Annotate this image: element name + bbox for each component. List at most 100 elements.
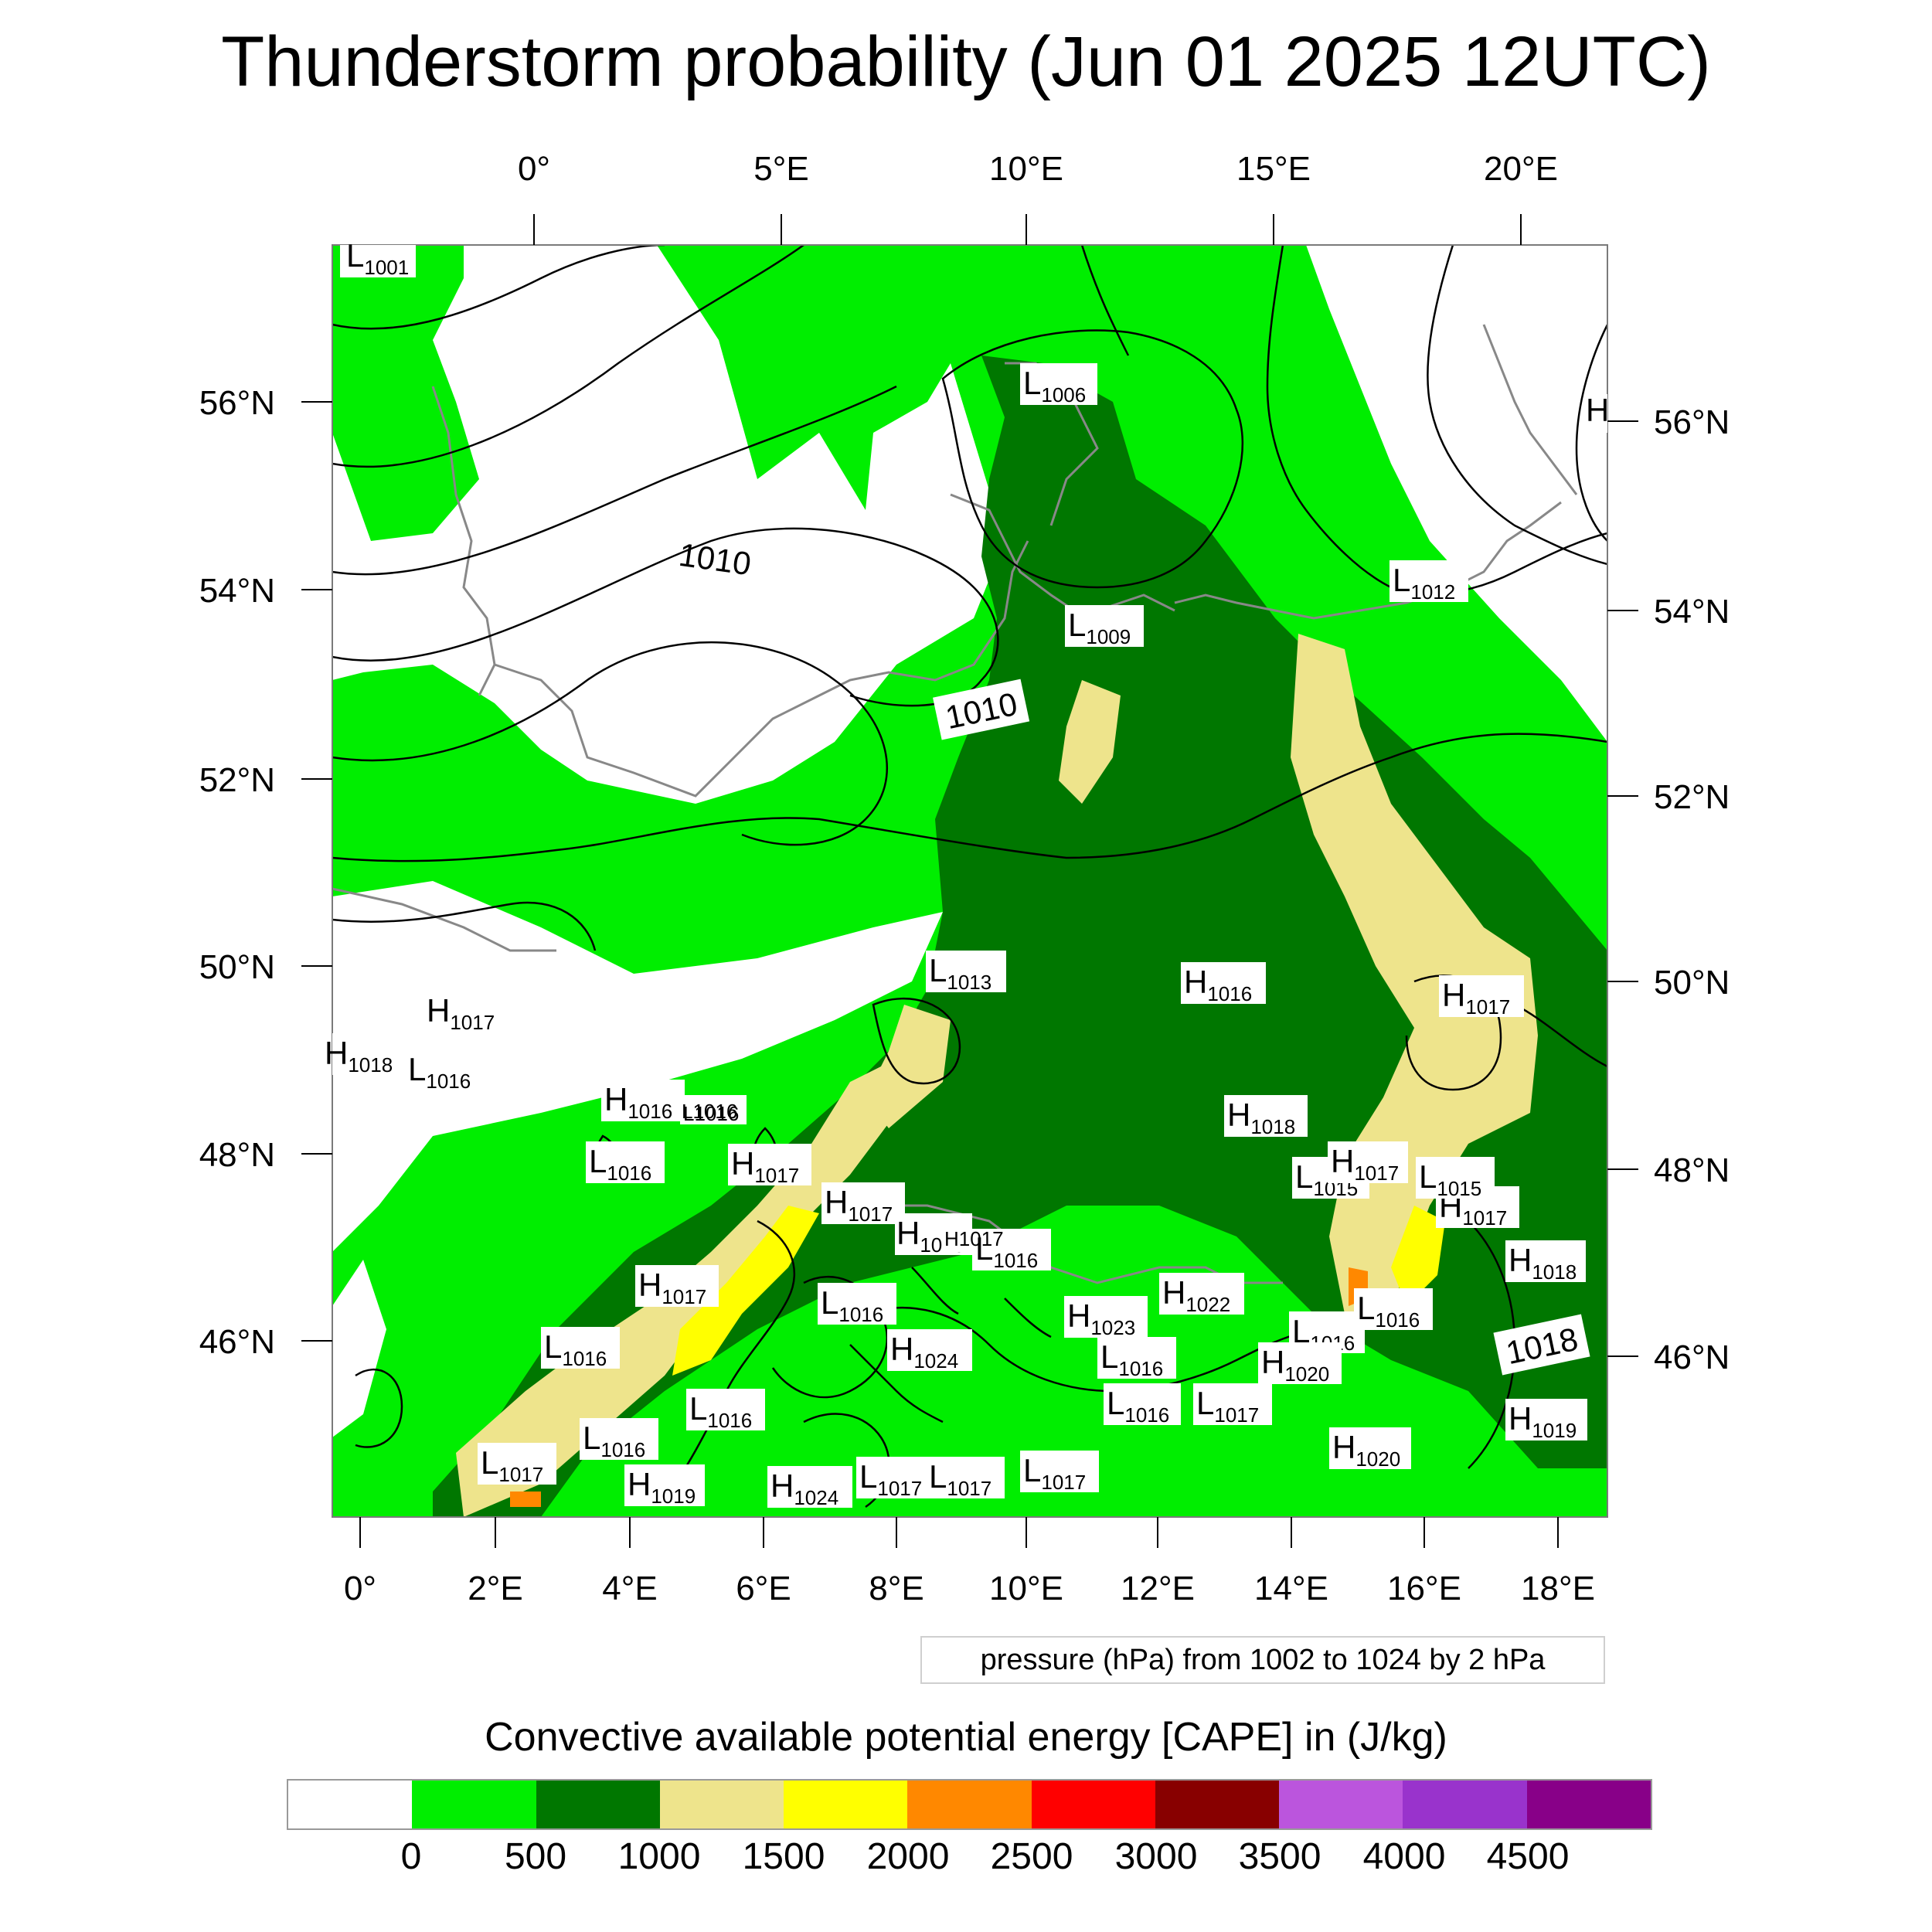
svg-text:H1023: H1023 xyxy=(1067,1298,1135,1339)
lat-label: 56°N xyxy=(1654,403,1730,441)
colorbar-tick-label: 0 xyxy=(400,1836,422,1877)
lat-label: 52°N xyxy=(1654,778,1730,816)
svg-text:L1017: L1017 xyxy=(929,1458,992,1500)
pressure-center: L1016 xyxy=(1104,1383,1181,1427)
pressure-center: L1001 xyxy=(340,237,416,279)
colorbar-swatch xyxy=(1155,1781,1280,1828)
lon-label: 8°E xyxy=(869,1570,923,1607)
svg-text:H1017: H1017 xyxy=(944,1227,1004,1250)
colorbar-swatch xyxy=(1403,1781,1527,1828)
colorbar-title: Convective available potential energy [C… xyxy=(485,1715,1447,1760)
svg-text:H1022: H1022 xyxy=(1162,1274,1230,1316)
svg-text:H1017: H1017 xyxy=(1331,1143,1399,1185)
pressure-center: L1017 xyxy=(856,1457,934,1500)
cape-field-white-north xyxy=(332,245,1005,804)
map-frame xyxy=(332,244,1608,1518)
svg-text:H1024: H1024 xyxy=(770,1468,838,1509)
svg-text:L1013: L1013 xyxy=(929,952,992,994)
lat-label: 50°N xyxy=(1654,964,1730,1002)
lat-label: 48°N xyxy=(1654,1151,1730,1189)
top-lon-labels: 0° 5°E 10°E 15°E 20°E xyxy=(518,150,1558,188)
svg-text:H1017: H1017 xyxy=(1442,977,1510,1019)
pressure-center: L1016 xyxy=(680,1095,747,1124)
chart-title: Thunderstorm probability (Jun 01 2025 12… xyxy=(221,22,1711,101)
pressure-center: L1012 xyxy=(1389,560,1468,604)
pressure-center: H1016 xyxy=(601,1080,685,1123)
colorbar-swatch xyxy=(536,1781,660,1828)
lat-label: 54°N xyxy=(199,572,275,610)
svg-text:H1020: H1020 xyxy=(1332,1429,1400,1471)
pressure-centers: L1001 L1006 L1009 L1012 H L1013 H1016 H1… xyxy=(325,237,1609,1509)
pressure-center: H1016 xyxy=(1181,962,1266,1005)
cape-field-khaki-center xyxy=(866,1005,951,1128)
lon-label: 12°E xyxy=(1121,1570,1195,1607)
colorbar-swatch xyxy=(907,1781,1032,1828)
pressure-center: H1018 xyxy=(1224,1095,1308,1138)
pressure-center: L1009 xyxy=(1065,605,1144,648)
pressure-center: H1022 xyxy=(1159,1273,1244,1316)
colorbar-tick-label: 4500 xyxy=(1486,1836,1570,1877)
cape-field-dark-green xyxy=(433,355,1607,1517)
svg-text:L1017: L1017 xyxy=(1196,1385,1259,1427)
svg-text:H1017: H1017 xyxy=(825,1184,893,1226)
lat-label: 46°N xyxy=(1654,1338,1730,1376)
lon-label: 20°E xyxy=(1484,150,1558,188)
svg-text:L1009: L1009 xyxy=(1068,607,1131,648)
colorbar-tick-label: 1500 xyxy=(742,1836,825,1877)
colorbar-ticks: 0 500 1000 1500 2000 2500 3000 3500 4000… xyxy=(0,1835,1932,1889)
bottom-lon-labels: 0° 2°E 4°E 6°E 8°E 10°E 12°E 14°E 16°E 1… xyxy=(344,1570,1595,1607)
pressure-center: L1017 xyxy=(926,1457,1005,1500)
pressure-center: L1017 xyxy=(478,1443,556,1486)
cape-field-white-west xyxy=(332,881,943,1252)
svg-text:L1017: L1017 xyxy=(481,1444,543,1486)
colorbar-swatch xyxy=(1279,1781,1403,1828)
lon-label: 0° xyxy=(344,1570,376,1607)
pressure-center: L1016 xyxy=(1354,1288,1433,1332)
pressure-center: H1018 xyxy=(1505,1240,1586,1284)
pressure-center: H1017 xyxy=(635,1265,719,1308)
lat-label: 52°N xyxy=(199,761,275,799)
pressure-center: H1023 xyxy=(1064,1296,1148,1339)
cape-field-khaki-north xyxy=(1059,680,1121,804)
pressure-center: H1017 xyxy=(423,991,505,1034)
lon-label: 18°E xyxy=(1521,1570,1595,1607)
lon-label: 14°E xyxy=(1254,1570,1328,1607)
pressure-center: L1017 xyxy=(1020,1451,1099,1494)
svg-text:H1018: H1018 xyxy=(896,1215,964,1257)
colorbar-tick-label: 500 xyxy=(504,1836,567,1877)
svg-text:H1018: H1018 xyxy=(325,1035,393,1077)
svg-text:L1015: L1015 xyxy=(1419,1158,1481,1200)
lon-label: 10°E xyxy=(989,150,1063,188)
lon-label: 6°E xyxy=(736,1570,791,1607)
svg-text:L1016: L1016 xyxy=(583,1420,645,1461)
pressure-center: H1019 xyxy=(1505,1399,1587,1442)
pressure-center: L1016 xyxy=(580,1418,658,1461)
lon-label: 16°E xyxy=(1387,1570,1461,1607)
isobars xyxy=(332,245,1607,1509)
lon-label: 15°E xyxy=(1236,150,1311,188)
pressure-center: L1016 xyxy=(1097,1337,1176,1380)
svg-text:L1016: L1016 xyxy=(682,1100,737,1123)
colorbar-tick-label: 2500 xyxy=(990,1836,1073,1877)
svg-text:H1020: H1020 xyxy=(1261,1344,1329,1386)
left-lat-labels: 56°N 54°N 52°N 50°N 48°N 46°N xyxy=(199,384,275,1361)
svg-text:L1012: L1012 xyxy=(1393,562,1455,604)
colorbar-swatch xyxy=(1526,1781,1651,1828)
lon-label: 5°E xyxy=(753,150,808,188)
pressure-center: L1016 xyxy=(406,1051,484,1108)
lon-label: 10°E xyxy=(989,1570,1063,1607)
svg-text:L1016: L1016 xyxy=(408,1051,471,1093)
svg-text:H1016: H1016 xyxy=(604,1081,672,1123)
lon-label: 4°E xyxy=(602,1570,657,1607)
svg-text:L1006: L1006 xyxy=(1023,365,1086,406)
svg-text:L1016: L1016 xyxy=(1100,1338,1163,1380)
pressure-center: L1016 xyxy=(686,1389,765,1432)
colorbar-swatch xyxy=(659,1781,784,1828)
cape-field-white-ne xyxy=(1306,245,1607,742)
lat-label: 46°N xyxy=(199,1323,275,1361)
colorbar-tick-label: 1000 xyxy=(617,1836,701,1877)
svg-text:H1016: H1016 xyxy=(1184,964,1252,1005)
svg-text:L1016: L1016 xyxy=(683,1102,739,1125)
svg-text:H1018: H1018 xyxy=(1509,1242,1577,1284)
cape-field-white-corner xyxy=(332,1260,386,1437)
